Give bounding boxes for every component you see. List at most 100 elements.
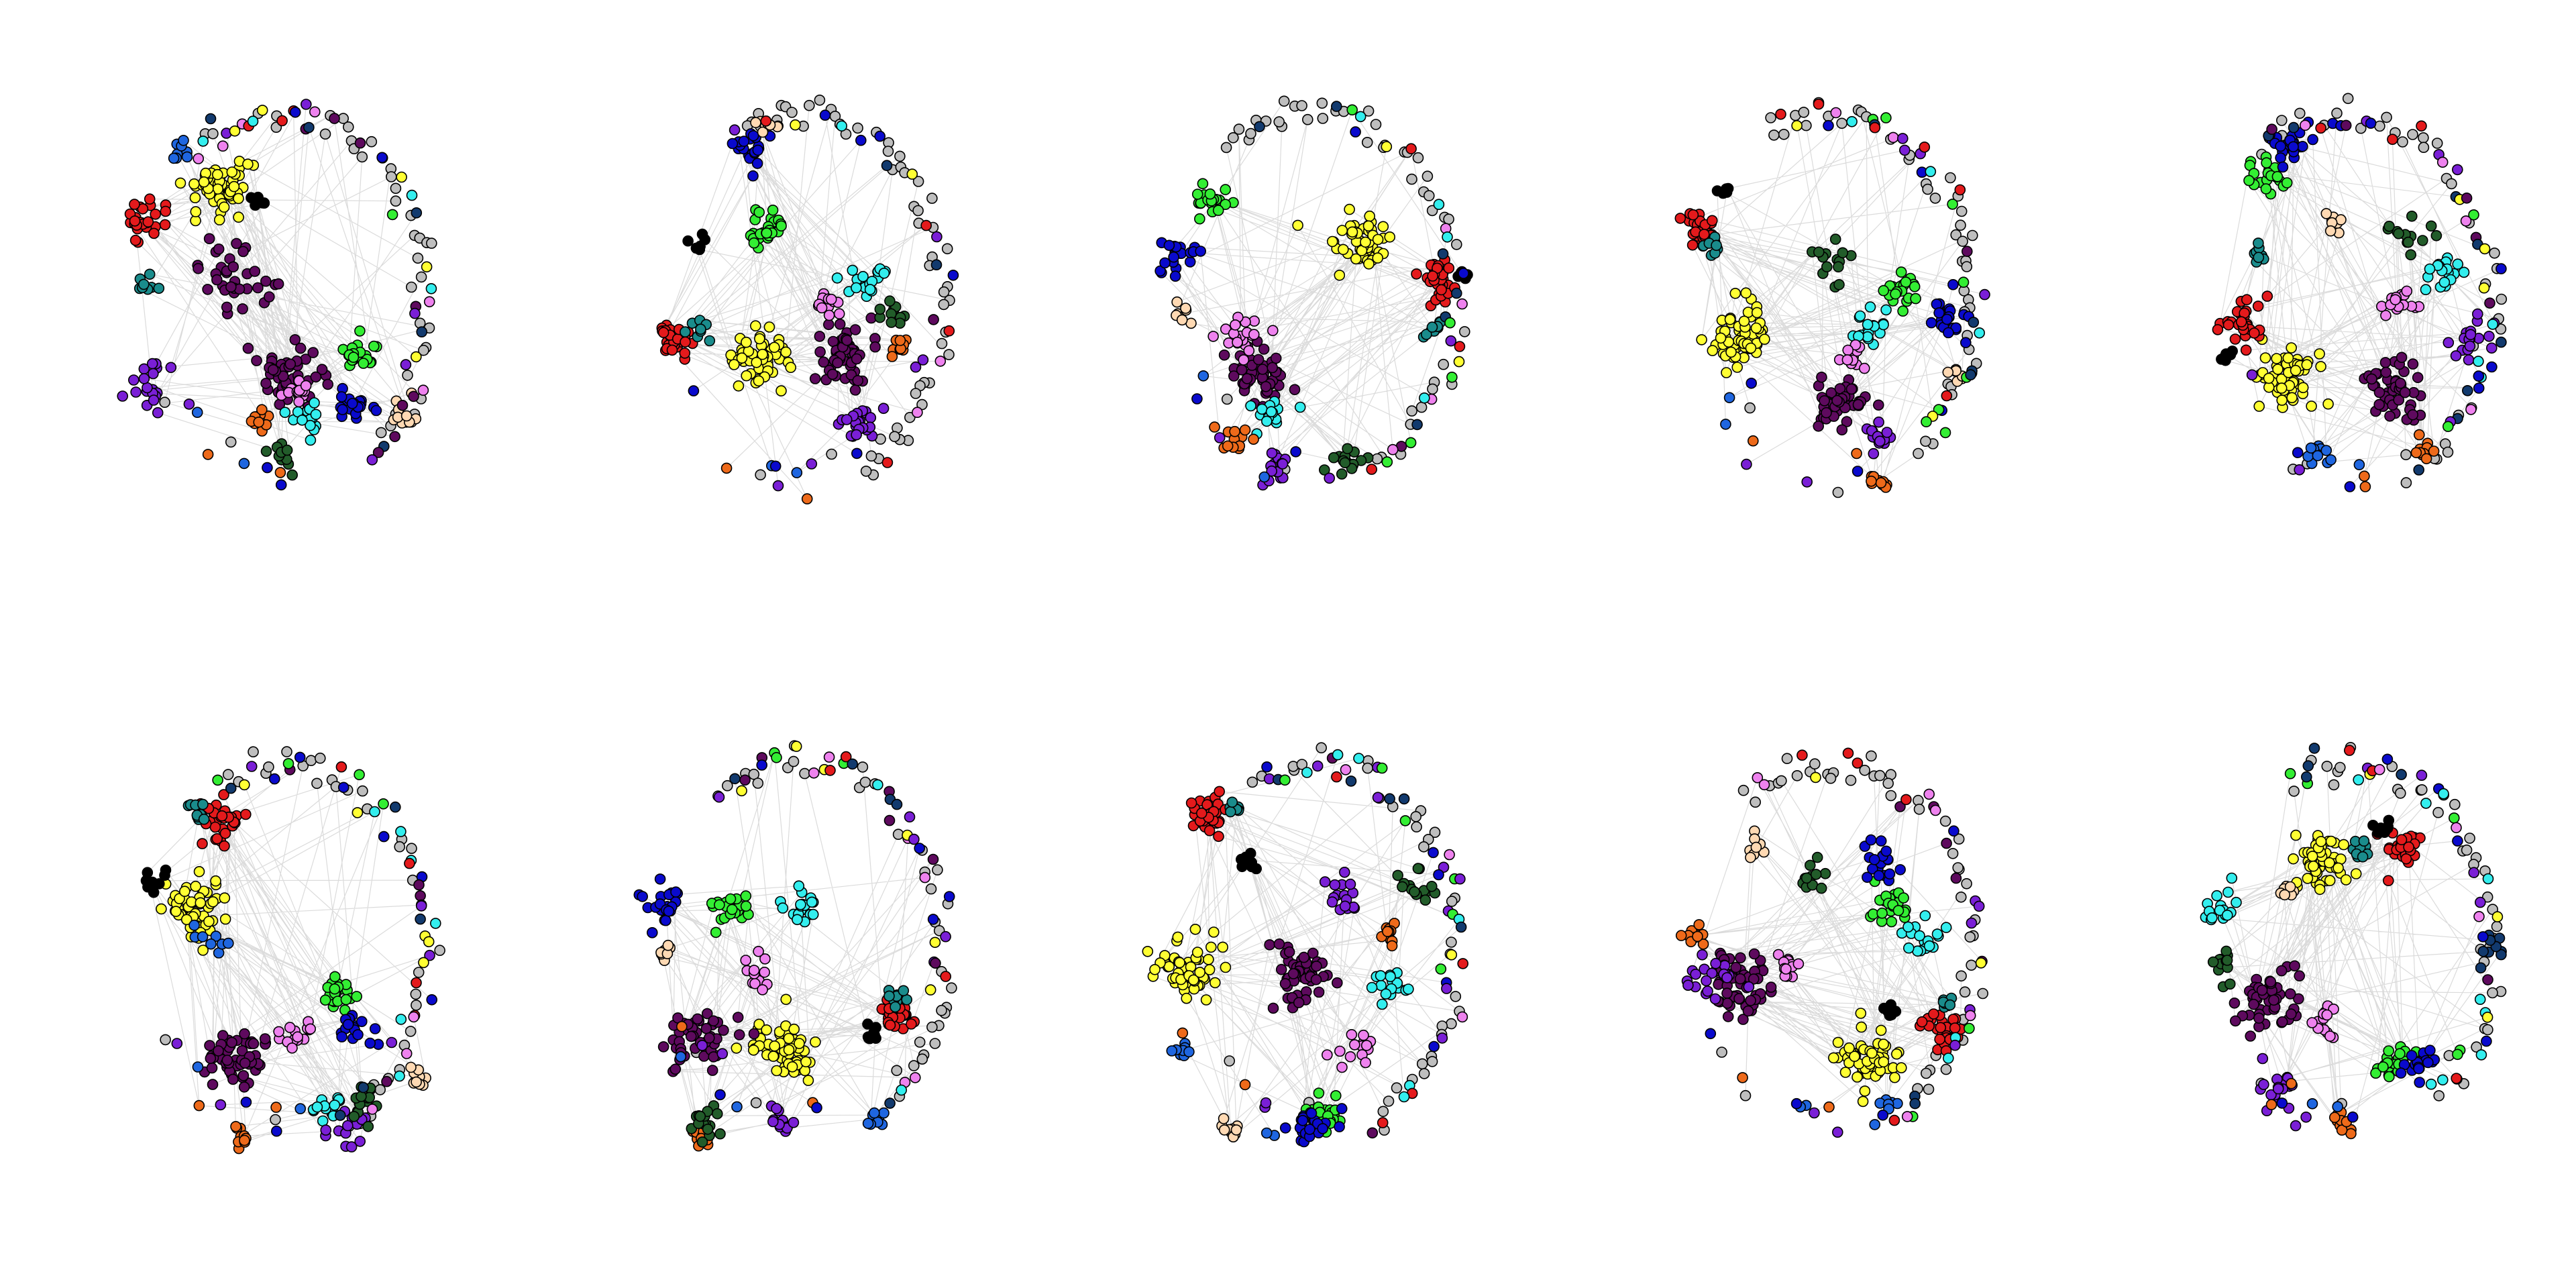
node-gray	[1940, 1063, 1952, 1075]
node-violet	[851, 429, 862, 441]
node-pink	[1901, 1111, 1913, 1122]
node-violet	[1966, 917, 1978, 929]
node-cyan	[1353, 753, 1364, 764]
node-green	[1886, 916, 1897, 928]
node-dark-purple	[1721, 987, 1733, 999]
node-dark-green	[2402, 236, 2414, 248]
node-violet	[320, 1124, 332, 1136]
node-red	[2252, 301, 2264, 312]
node-azure	[878, 1107, 890, 1119]
node-dark-purple	[1275, 963, 1287, 975]
node-green	[2281, 177, 2293, 189]
node-dark-purple	[408, 390, 419, 402]
node-red	[1842, 747, 1854, 759]
node-yellow	[780, 346, 792, 358]
node-red	[2229, 333, 2241, 345]
node-violet	[1899, 144, 1911, 156]
node-green	[1220, 184, 1231, 195]
network-panel-10	[2200, 742, 2507, 1140]
node-gray	[1836, 117, 1847, 129]
node-dark-purple	[2407, 358, 2419, 370]
node-red	[1941, 390, 1953, 402]
node-cyan	[1433, 199, 1445, 211]
node-dark-purple	[739, 774, 751, 786]
node-violet	[183, 398, 195, 410]
node-yellow	[180, 914, 193, 926]
node-dark-purple	[207, 1079, 219, 1090]
node-blue	[646, 927, 658, 938]
node-azure	[2305, 442, 2317, 454]
node-red	[219, 840, 230, 852]
node-gray	[916, 1053, 928, 1065]
node-yellow	[1745, 342, 1757, 354]
node-navy	[2475, 962, 2487, 974]
node-yellow	[757, 348, 768, 360]
node-green	[329, 983, 341, 995]
node-red	[1457, 958, 1468, 969]
node-cyan	[792, 914, 803, 926]
node-blue	[2477, 931, 2489, 943]
node-teal	[197, 798, 209, 810]
node-blue	[335, 391, 347, 402]
node-gray	[908, 1060, 920, 1071]
node-orange	[1386, 940, 1398, 952]
node-azure	[192, 1061, 204, 1073]
node-gray	[1957, 235, 1968, 248]
node-black	[140, 875, 152, 887]
node-yellow	[256, 105, 268, 116]
node-yellow	[1878, 1038, 1889, 1050]
node-peach	[411, 1076, 422, 1088]
node-gray	[1801, 119, 1812, 131]
node-green	[775, 220, 787, 232]
node-gray	[1809, 758, 1821, 769]
node-pink	[1340, 764, 1352, 775]
node-yellow	[1208, 926, 1220, 938]
node-yellow	[421, 261, 433, 273]
node-blue	[2414, 1077, 2425, 1088]
node-yellow	[2286, 392, 2298, 404]
node-blue	[1790, 1097, 1803, 1110]
node-gray	[804, 99, 815, 111]
node-cyan	[1914, 930, 1925, 942]
node-orange	[2359, 470, 2370, 482]
node-azure	[2332, 1101, 2343, 1112]
node-gray	[722, 780, 733, 792]
node-orange	[2428, 445, 2440, 457]
node-pink	[400, 1048, 413, 1059]
node-pink	[1248, 329, 1260, 340]
node-cyan	[311, 1101, 323, 1113]
node-red	[1900, 794, 1912, 806]
node-navy	[389, 801, 401, 813]
node-gray	[1866, 750, 1877, 762]
node-pink	[1849, 339, 1862, 351]
node-gray	[786, 107, 798, 118]
node-gray	[1406, 405, 1417, 417]
node-dark-green	[1829, 233, 1841, 245]
node-navy	[1411, 419, 1423, 431]
node-violet	[1706, 967, 1718, 979]
node-yellow	[800, 1056, 812, 1068]
node-dark-purple	[251, 355, 262, 366]
node-cyan	[1245, 400, 1256, 412]
node-gray	[1859, 765, 1870, 776]
node-dark-purple	[1236, 364, 1248, 376]
node-black	[690, 242, 702, 254]
node-dark-green	[2406, 210, 2418, 222]
node-cyan	[1301, 767, 1313, 778]
node-cyan	[1903, 942, 1915, 954]
node-dark-green	[281, 444, 293, 456]
node-violet	[716, 1048, 729, 1059]
node-yellow	[2302, 873, 2314, 884]
node-peach	[1218, 1113, 1230, 1124]
node-yellow	[748, 1044, 759, 1056]
node-red	[1213, 830, 1224, 843]
node-red	[1214, 786, 1225, 798]
node-dark-purple	[1748, 948, 1760, 960]
node-pink	[1267, 325, 1279, 337]
node-red	[2416, 120, 2427, 132]
node-dark-green	[1811, 851, 1823, 863]
node-navy	[1965, 369, 1976, 381]
node-dark-purple	[1730, 961, 1741, 973]
node-dark-purple	[1287, 968, 1299, 979]
node-cyan	[1878, 319, 1889, 331]
